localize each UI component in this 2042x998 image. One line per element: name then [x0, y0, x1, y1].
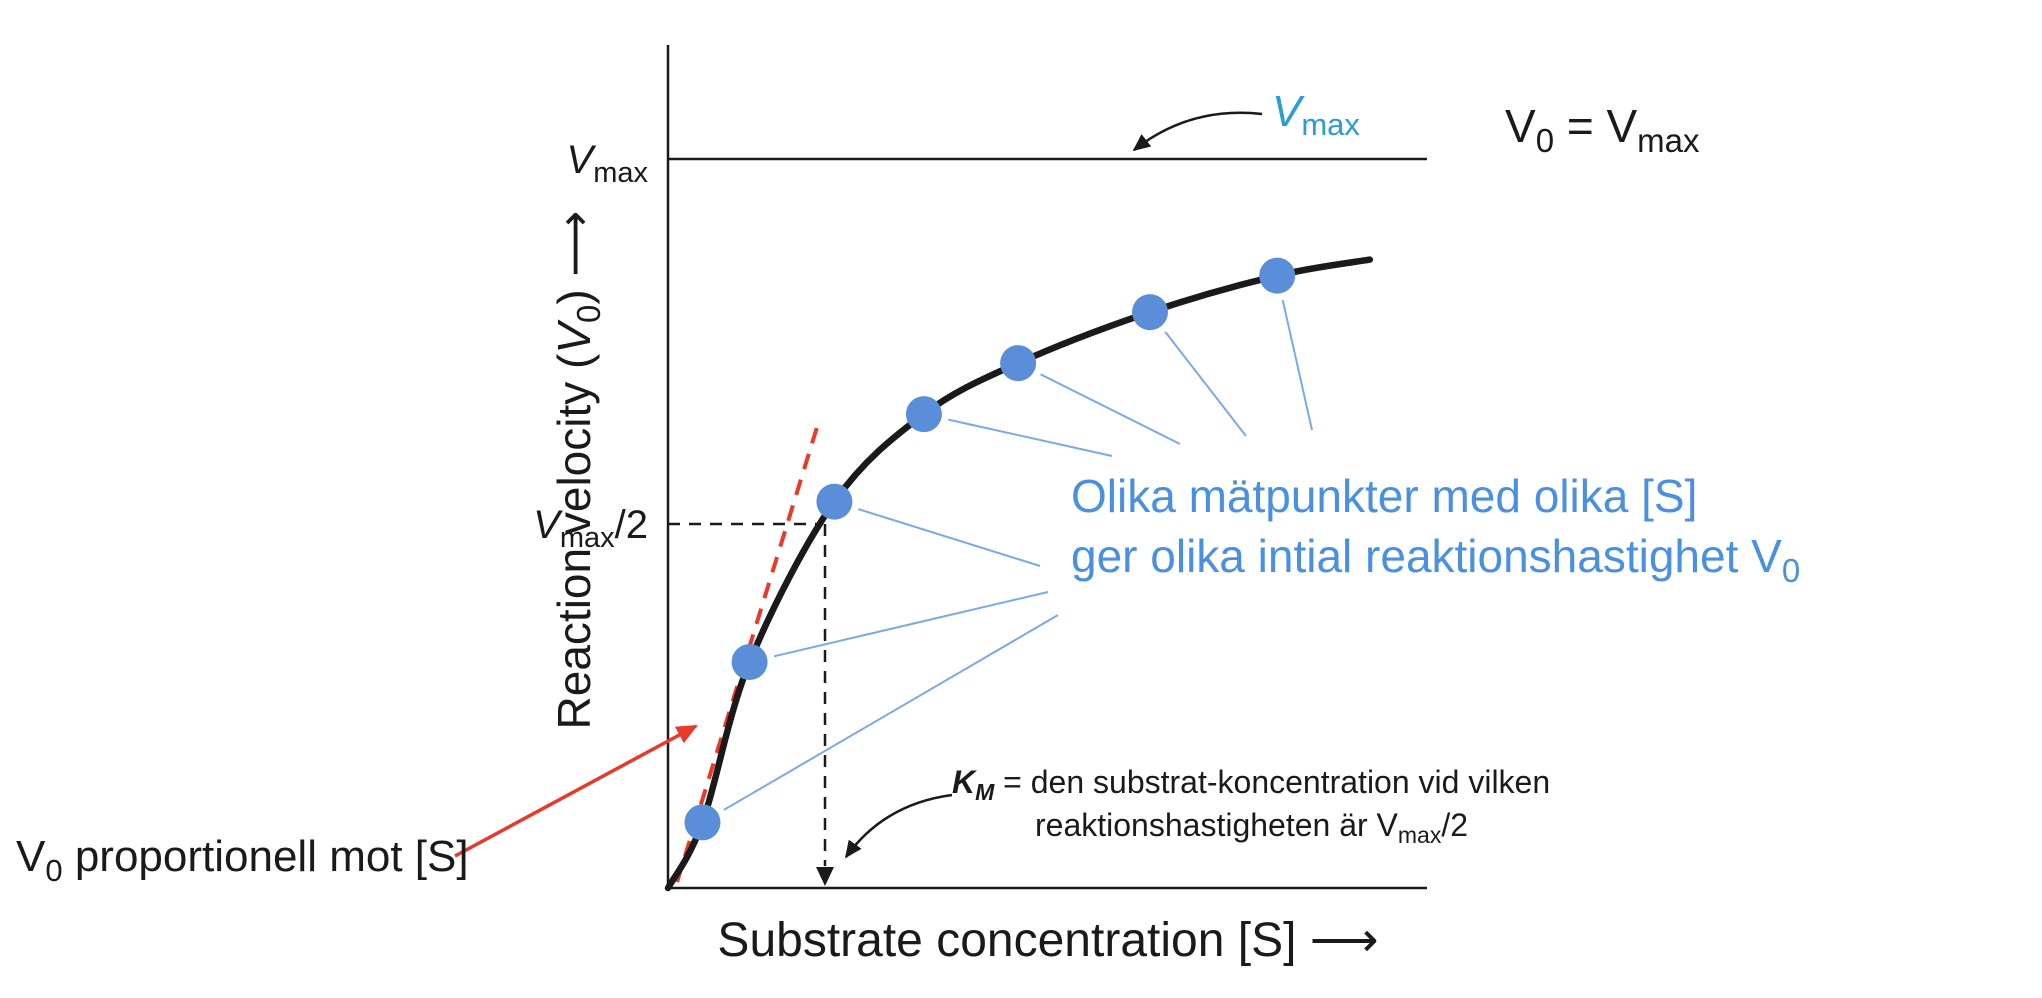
measurement-point — [1132, 294, 1168, 331]
measurement-point — [816, 483, 853, 520]
point-connector-line — [1281, 299, 1313, 431]
vmax-pointer-arrow — [1132, 111, 1263, 152]
vmax-half-tick-label: Vmax/2 — [533, 503, 648, 554]
x-axis-label: Substrate concentration [S] ⟶ — [717, 914, 1378, 967]
measurement-point — [731, 644, 768, 680]
measurement-note-line1: Olika mätpunkter med olika [S] — [1071, 470, 1697, 522]
measurement-point — [1259, 257, 1296, 294]
point-connector-line — [1040, 373, 1181, 445]
measurement-point — [684, 804, 721, 841]
km-note-line1: KM = den substrat-koncentration vid vilk… — [952, 764, 1550, 805]
point-connector-lines — [723, 299, 1313, 811]
v0-equals-vmax-label: V0 = Vmax — [1505, 100, 1700, 159]
point-connector-line — [948, 418, 1113, 457]
vmax-pointer-label: Vmax — [1272, 87, 1360, 142]
measurement-note-line2: ger olika intial reaktionshastighet V0 — [1071, 530, 1800, 589]
km-note-line2: reaktionshastigheten är Vmax/2 — [1035, 807, 1468, 848]
v0-proportional-arrow — [454, 724, 698, 858]
y-axis-label: Reaction velocity (V0) ⟶ — [548, 211, 607, 730]
data-points — [684, 257, 1296, 841]
km-down-arrowhead — [816, 867, 834, 886]
measurement-point — [1000, 345, 1037, 382]
km-pointer-arrow — [844, 793, 953, 859]
point-connector-line — [773, 591, 1049, 658]
vmax-tick-label: Vmax — [567, 138, 649, 189]
point-connector-line — [723, 614, 1059, 811]
measurement-point — [905, 396, 942, 433]
point-connector-line — [858, 508, 1041, 567]
point-connector-line — [1164, 331, 1247, 437]
v0-proportional-label: V0 proportionell mot [S] — [16, 832, 469, 888]
